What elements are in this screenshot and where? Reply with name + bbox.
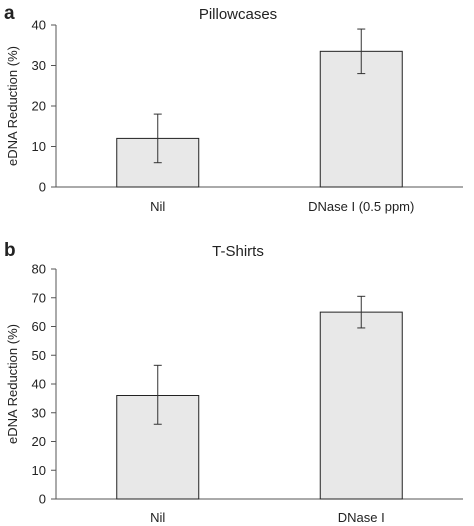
panel-a: a Pillowcases eDNA Reduction (%) 0 10 20 30… <box>4 3 463 214</box>
y-tick-label: 10 <box>32 139 46 154</box>
panel-letter-b: b <box>4 240 16 261</box>
y-tick-label: 30 <box>32 58 46 73</box>
chart-title-tshirts: T-Shirts <box>212 243 264 260</box>
y-tick-label: 80 <box>32 262 46 277</box>
y-tick-label: 10 <box>32 463 46 478</box>
plot-area-b: 0 10 20 30 40 50 60 70 80 Nil DNase I <box>32 262 463 525</box>
y-axis-label-a: eDNA Reduction (%) <box>5 46 20 166</box>
panel-letter-a: a <box>4 3 15 24</box>
y-axis-label-b: eDNA Reduction (%) <box>5 324 20 444</box>
category-label-a-2: DNase I (0.5 ppm) <box>308 199 414 214</box>
y-tick-label: 20 <box>32 434 46 449</box>
y-tick-label: 40 <box>32 18 46 33</box>
category-label-a-1: Nil <box>150 199 165 214</box>
y-tick-label: 30 <box>32 405 46 420</box>
bar-b-2 <box>319 311 403 500</box>
chart-title-pillowcases: Pillowcases <box>199 6 277 23</box>
panel-b: b T-Shirts eDNA Reduction (%) 0 10 20 30 40 5… <box>4 240 463 525</box>
y-tick-label: 60 <box>32 319 46 334</box>
y-tick-label: 0 <box>39 180 46 195</box>
category-label-b-2: DNase I <box>338 510 385 525</box>
y-tick-label: 20 <box>32 99 46 114</box>
category-label-b-1: Nil <box>150 510 165 525</box>
y-tick-label: 50 <box>32 348 46 363</box>
y-tick-label: 40 <box>32 377 46 392</box>
plot-area-a: 0 10 20 30 40 Nil DNase I (0.5 ppm) <box>32 18 463 214</box>
y-tick-label: 0 <box>39 492 46 507</box>
y-tick-label: 70 <box>32 290 46 305</box>
